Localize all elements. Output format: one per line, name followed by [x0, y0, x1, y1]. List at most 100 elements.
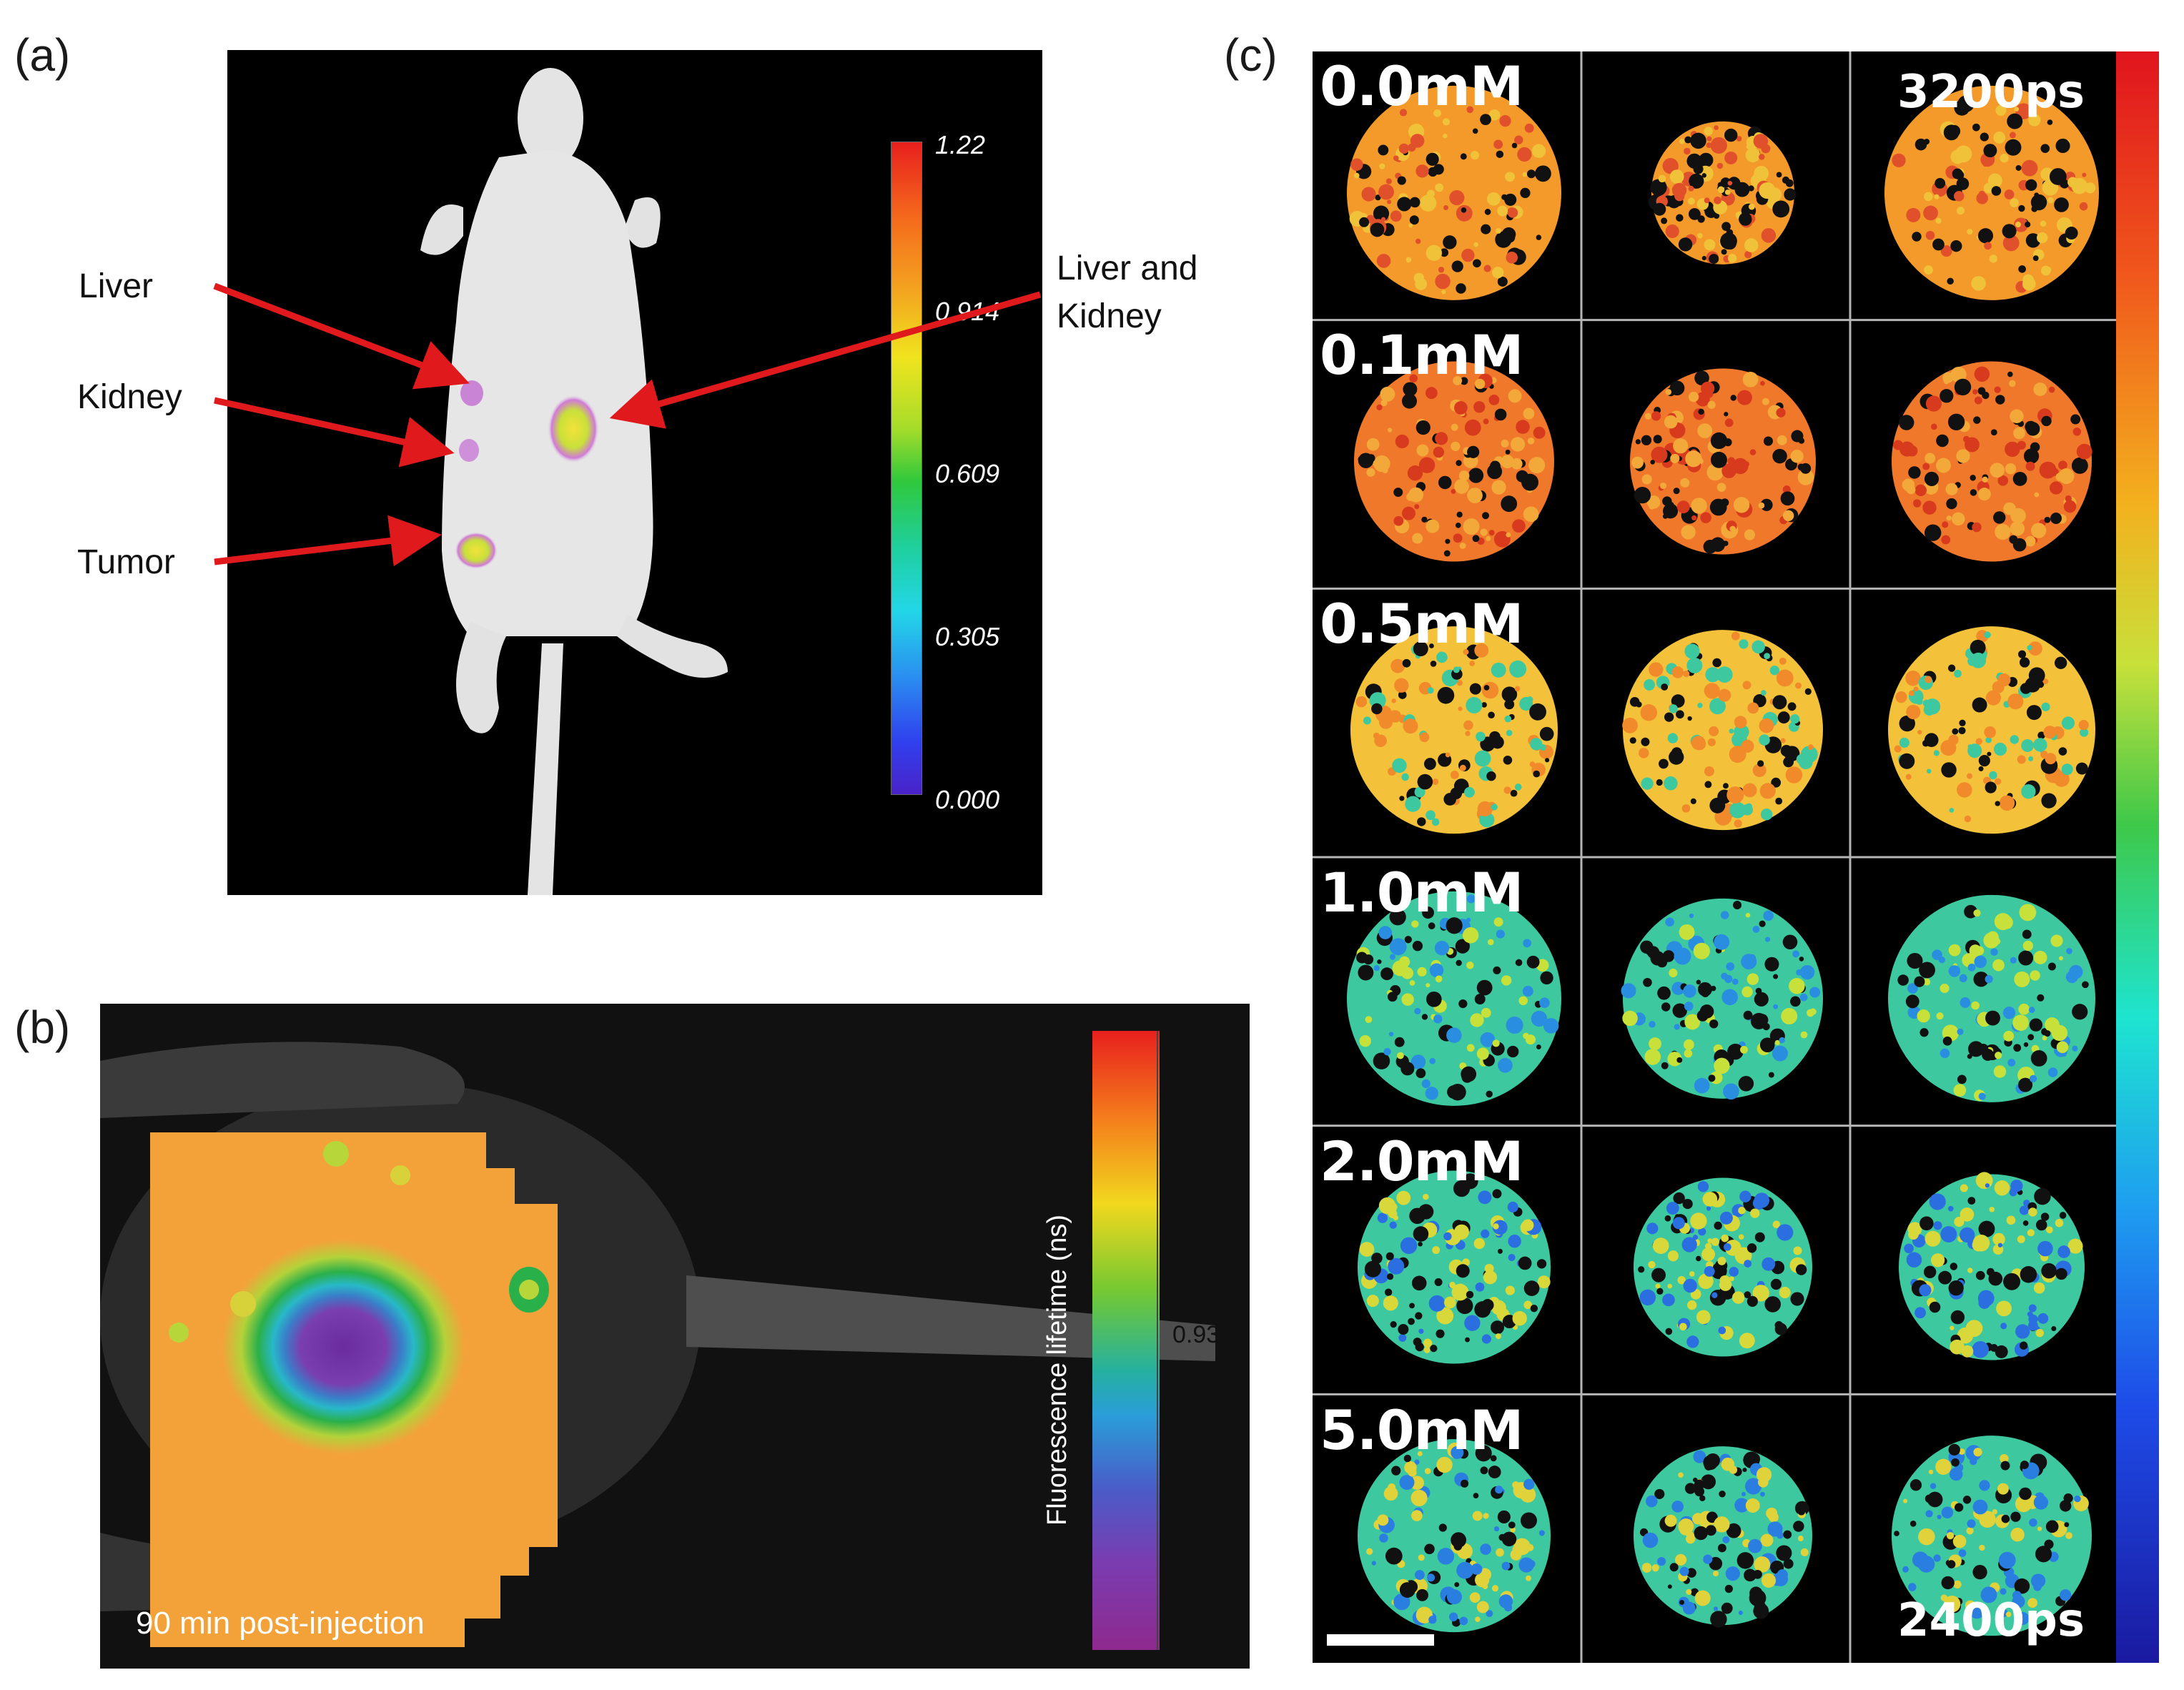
- well-speckle: [1768, 1072, 1774, 1078]
- well-speckle: [1743, 1010, 1753, 1020]
- well-speckle: [1530, 1304, 1538, 1313]
- well-speckle: [1693, 942, 1710, 959]
- well-speckle: [1427, 687, 1434, 694]
- well-speckle: [1760, 1533, 1774, 1547]
- well-speckle: [1482, 1583, 1488, 1589]
- colorbar-b-axis-label: Fluorescence lifetime (ns): [1042, 1214, 1072, 1526]
- well-speckle: [2009, 132, 2016, 139]
- well-speckle: [1744, 1568, 1756, 1582]
- well-speckle: [2000, 1453, 2009, 1463]
- well-speckle: [1496, 929, 1505, 939]
- well-speckle: [2000, 1323, 2007, 1330]
- well-speckle: [1733, 497, 1750, 513]
- well-speckle: [1464, 786, 1475, 798]
- well-speckle: [1419, 194, 1437, 212]
- well-speckle: [2017, 1235, 2025, 1243]
- well-speckle: [1698, 408, 1704, 415]
- well-speckle: [1425, 387, 1438, 400]
- well-speckle: [1696, 979, 1701, 985]
- well-speckle: [1416, 1588, 1428, 1601]
- well-speckle: [1997, 1483, 2009, 1495]
- well-speckle: [1359, 217, 1370, 227]
- well-speckle: [1694, 1479, 1705, 1491]
- well-speckle: [1940, 389, 1954, 403]
- well-speckle: [1408, 143, 1416, 152]
- well-speckle: [1415, 1068, 1426, 1079]
- well-speckle: [1379, 1533, 1388, 1543]
- well-speckle: [1512, 1546, 1521, 1553]
- well-speckle: [1425, 244, 1442, 261]
- well-speckle: [1711, 1262, 1727, 1280]
- well-speckle: [1491, 480, 1506, 495]
- well-speckle: [1456, 1264, 1470, 1278]
- well-speckle: [1736, 136, 1742, 142]
- well-speckle: [2033, 738, 2047, 752]
- well-speckle: [2041, 1262, 2057, 1279]
- well-speckle: [1985, 781, 1997, 794]
- well-speckle: [2022, 277, 2036, 291]
- well-speckle: [2021, 159, 2038, 177]
- well-speckle: [1664, 712, 1674, 722]
- scale-bottom-label: 2400ps: [1897, 1594, 2085, 1647]
- well-speckle: [1734, 819, 1742, 828]
- well-speckle: [1899, 715, 1915, 732]
- well-speckle: [1791, 430, 1804, 443]
- well-speckle: [1442, 118, 1451, 126]
- well-speckle: [2022, 1220, 2029, 1226]
- well-speckle: [1651, 1564, 1659, 1572]
- well-speckle: [1408, 223, 1413, 228]
- well-disc: [1888, 894, 2095, 1102]
- well-speckle: [2000, 154, 2009, 163]
- well-speckle: [1983, 932, 2000, 949]
- well-speckle: [1662, 158, 1679, 174]
- well-speckle: [1730, 395, 1736, 401]
- well-speckle: [2049, 481, 2063, 495]
- well-speckle: [1987, 173, 2002, 188]
- well-speckle: [1682, 1198, 1693, 1210]
- well-speckle: [1684, 1483, 1696, 1494]
- well-speckle: [1777, 711, 1790, 724]
- well-speckle: [1965, 1600, 1976, 1611]
- well-speckle: [1704, 239, 1716, 251]
- well-speckle: [1935, 217, 1942, 224]
- well-speckle: [1480, 1032, 1496, 1047]
- well-speckle: [2013, 427, 2025, 440]
- well-speckle: [1710, 1611, 1727, 1628]
- well-speckle: [2035, 1546, 2052, 1563]
- well-speckle: [1776, 1545, 1792, 1561]
- well-speckle: [1808, 744, 1814, 751]
- well-speckle: [1650, 179, 1667, 196]
- well-speckle: [1505, 172, 1515, 182]
- well-speckle: [1990, 463, 2005, 478]
- well-speckle: [1702, 1192, 1718, 1207]
- well-speckle: [1790, 996, 1801, 1007]
- well-speckle: [2028, 114, 2041, 127]
- well-speckle: [1411, 1275, 1427, 1291]
- well-speckle: [1954, 1217, 1965, 1227]
- well-speckle: [1673, 438, 1689, 454]
- well-speckle: [1443, 204, 1449, 211]
- well-speckle: [2025, 422, 2040, 436]
- well-speckle: [1387, 992, 1398, 1002]
- well-speckle: [1895, 691, 1907, 703]
- well-speckle: [2076, 443, 2092, 460]
- well-speckle: [1433, 109, 1441, 117]
- well-speckle: [1744, 238, 1759, 252]
- well-speckle: [1463, 518, 1480, 535]
- well-speckle: [1467, 445, 1480, 458]
- well-speckle: [1510, 437, 1526, 452]
- well-speckle: [1493, 966, 1501, 974]
- well-speckle: [1495, 1333, 1501, 1340]
- well-speckle: [1754, 1556, 1771, 1573]
- well-speckle: [1409, 980, 1415, 986]
- well-speckle: [2059, 1500, 2072, 1512]
- well-speckle: [2047, 197, 2054, 204]
- well-speckle: [1416, 444, 1429, 457]
- well-speckle: [1523, 1300, 1532, 1310]
- well-speckle: [2058, 956, 2063, 961]
- well-speckle: [1997, 673, 2011, 687]
- well-speckle: [1476, 979, 1493, 996]
- well-speckle: [1501, 439, 1509, 448]
- well-speckle: [1466, 894, 1476, 904]
- well-speckle: [1383, 1486, 1398, 1501]
